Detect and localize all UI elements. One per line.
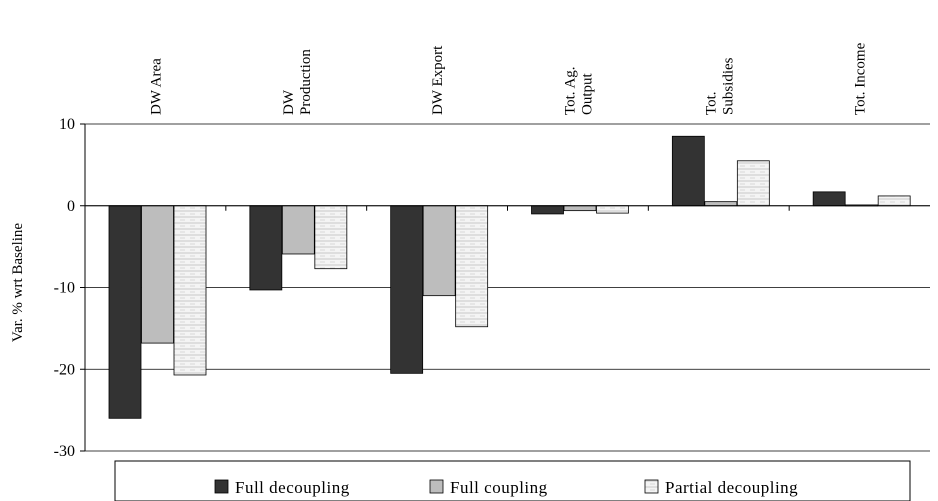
- category-label-1: DW Production: [281, 49, 314, 115]
- bar-full-decoupling-0: [108, 205, 142, 419]
- category-label-line: Output: [579, 73, 595, 116]
- category-label-line: Subsidies: [720, 57, 736, 115]
- category-label-line: Tot.: [703, 91, 719, 115]
- bar-partial-decoupling-0: [173, 205, 207, 376]
- bars: [108, 135, 911, 419]
- bar-full-coupling-2: [422, 205, 456, 297]
- bar-full-decoupling-1: [249, 205, 283, 291]
- category-label-line: DW: [281, 89, 297, 115]
- category-label-0: DW Area: [148, 58, 164, 115]
- gridlines: [85, 123, 930, 452]
- y-tick-label: -30: [54, 443, 75, 460]
- legend: Full decoupling Full coupling Partial deco…: [114, 460, 911, 501]
- y-tick-labels: 10 0 -10 -20 -30: [54, 116, 75, 460]
- y-tick-label: -10: [54, 280, 75, 297]
- legend-swatch-2: [644, 479, 659, 494]
- bar-full-coupling-0: [141, 205, 174, 344]
- category-label-line: DW Export: [430, 45, 446, 115]
- axes: [80, 123, 930, 452]
- category-labels: DW Area DW Production DW Export Tot. Ag. Outp…: [148, 42, 868, 115]
- y-axis-label: Var. % wrt Baseline: [10, 223, 26, 342]
- legend-swatch-1: [429, 479, 444, 494]
- bar-full-decoupling-3: [531, 205, 564, 215]
- bar-partial-decoupling-1: [314, 205, 348, 270]
- category-label-5: Tot. Income: [853, 42, 869, 115]
- bar-full-decoupling-2: [390, 205, 424, 374]
- category-label-line: Tot. Ag.: [562, 66, 578, 115]
- bar-full-coupling-3: [563, 205, 597, 212]
- legend-label-2: Partial decoupling: [665, 478, 798, 497]
- bar-partial-decoupling-3: [596, 205, 629, 214]
- bar-partial-decoupling-4: [736, 160, 770, 207]
- bar-partial-decoupling-5: [877, 195, 911, 207]
- category-label-3: Tot. Ag. Output: [562, 66, 595, 115]
- bar-full-coupling-1: [281, 205, 315, 255]
- legend-box: [114, 460, 911, 501]
- legend-label-1: Full coupling: [450, 478, 548, 497]
- category-label-2: DW Export: [430, 45, 446, 115]
- y-tick-label: -20: [54, 361, 75, 378]
- y-tick-label: 0: [67, 198, 75, 215]
- y-tick-label: 10: [59, 116, 75, 133]
- category-label-line: DW Area: [148, 58, 164, 115]
- bar-full-decoupling-4: [671, 135, 705, 207]
- bar-partial-decoupling-2: [455, 205, 489, 328]
- bar-full-decoupling-5: [812, 191, 846, 207]
- category-label-4: Tot. Subsidies: [703, 57, 736, 115]
- category-label-line: Production: [298, 49, 314, 115]
- category-label-line: Tot. Income: [853, 42, 869, 115]
- bar-full-coupling-4: [704, 201, 738, 207]
- legend-swatch-0: [214, 479, 229, 494]
- legend-label-0: Full decoupling: [235, 478, 350, 497]
